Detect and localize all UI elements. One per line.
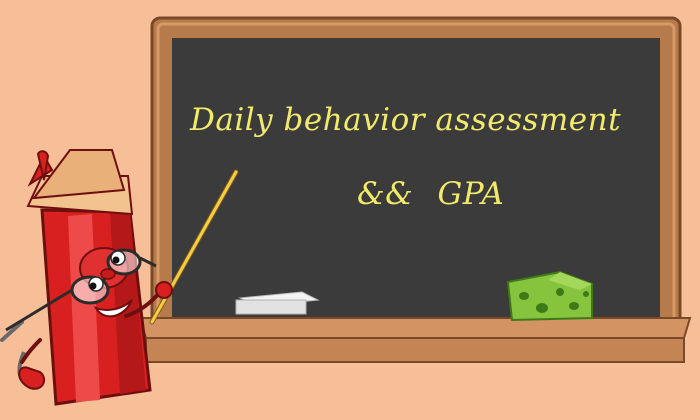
pencil-mascot — [0, 149, 173, 406]
board-ledge-front — [145, 337, 685, 363]
sponge-icon — [506, 270, 593, 322]
board-subtitle: && GPA — [357, 176, 505, 212]
board-title: Daily behavior assessment — [190, 102, 622, 138]
board-surface — [172, 38, 660, 324]
board-ledge — [138, 317, 692, 339]
chalkboard — [138, 16, 692, 363]
eraser-icon — [235, 291, 320, 315]
